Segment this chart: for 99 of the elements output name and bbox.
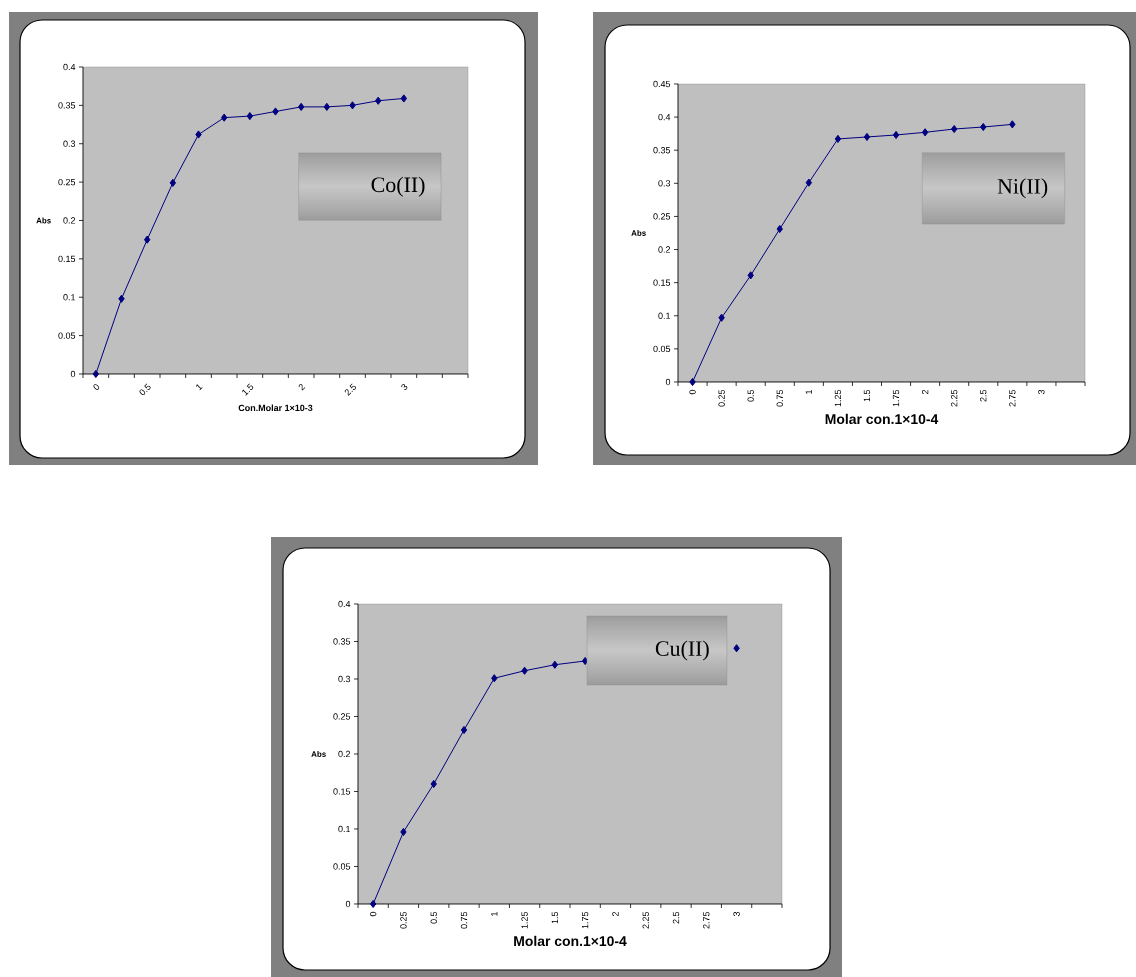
point [950,124,958,134]
point [776,224,783,234]
x-tick-label: 0 [369,911,377,917]
y-tick-label: 0.15 [653,279,671,286]
point [118,294,125,303]
y-tick-label: 0.45 [653,80,671,88]
y-tick-label: 0.15 [333,788,351,795]
point [430,779,437,789]
point [805,178,813,187]
point [195,130,202,139]
x-axis-title: Molar con.1×10-4 [514,935,627,947]
x-tick-label: 2.5 [672,911,680,924]
y-tick-label: 0.3 [658,180,671,187]
y-tick-label: 0.1 [338,825,351,833]
point [521,666,528,675]
point [374,96,382,105]
x-tick-label: 2.25 [642,911,649,929]
point [220,113,228,122]
x-tick-label: 2.75 [1009,389,1016,407]
annotation: Co(II) [371,176,425,197]
y-tick-label: 0.3 [63,140,76,147]
point [733,644,740,653]
x-tick-label: 0 [93,384,100,390]
y-tick-label: 0.25 [653,213,671,220]
point [400,94,408,103]
x-tick-label: 1 [491,911,498,916]
y-tick-label: 0.25 [58,178,76,186]
x-tick-label: 1.5 [551,911,558,924]
y-tick-label: 0.05 [653,345,671,353]
y-tick-label: 0 [345,900,351,908]
x-tick-label: 0.75 [460,911,468,929]
y-tick-label: 0.2 [658,246,671,253]
x-tick-label: 1.75 [582,911,589,929]
x-tick-label: 0.25 [400,911,407,929]
annotation: Ni(II) [997,178,1048,199]
point [491,674,498,683]
y-tick-label: 0.35 [333,638,351,645]
point [246,112,254,121]
x-tick-label: 1 [196,384,203,391]
y-tick-label: 0.3 [338,675,351,683]
x-tick-label: 1.5 [863,389,871,402]
point [921,128,929,137]
x-tick-label: 1.25 [834,389,842,407]
y-tick-label: 0.4 [658,113,671,121]
point [689,377,696,387]
x-tick-label: 1.5 [242,383,254,396]
point [834,134,842,144]
x-tick-label: 2.5 [344,383,356,396]
point [349,101,356,110]
point [460,725,468,735]
x-tick-label: 3 [401,384,408,390]
y-tick-label: 0.2 [338,750,351,758]
x-axis-title: Con.Molar 1×10-3 [238,404,313,412]
point [400,827,407,837]
x-tick-label: 0.5 [139,383,151,396]
x-tick-label: 2 [298,384,306,391]
point [747,271,754,280]
y-tick-label: 0.35 [58,102,76,109]
point [169,178,177,187]
x-tick-label: 2.75 [703,911,710,929]
x-tick-label: 3 [1038,389,1045,395]
point [863,132,871,142]
x-tick-label: 0.5 [430,911,437,924]
point [980,122,987,132]
annotation: Cu(II) [655,640,709,661]
point [323,102,331,111]
y-tick-label: 0.25 [333,713,351,720]
x-tick-label: 2 [921,389,929,395]
y-tick-label: 0.4 [338,600,351,608]
y-tick-label: 0.1 [63,294,76,301]
x-tick-label: 0.5 [747,389,754,402]
x-tick-label: 0.75 [776,389,783,407]
x-tick-label: 3 [733,911,740,917]
point [92,369,100,379]
x-tick-label: 1 [805,389,812,394]
x-tick-label: 1.25 [521,911,528,929]
x-tick-label: 0.25 [718,389,725,407]
x-tick-label: 2.5 [980,389,987,402]
y-tick-label: 0.1 [658,312,671,319]
y-tick-label: 0 [70,370,76,378]
x-axis-title: Molar con.1×10-4 [825,413,939,425]
y-tick-label: 0.35 [653,147,671,154]
x-tick-label: 0 [689,389,696,395]
x-tick-label: 2.25 [951,389,958,407]
point [718,313,725,322]
point [551,660,559,669]
y-tick-label: 0.05 [333,863,351,870]
point [143,235,151,244]
point [272,107,279,116]
y-tick-label: 0.15 [58,255,76,263]
point [1009,120,1016,129]
point [297,102,305,111]
point [892,130,900,140]
y-tick-label: 0.4 [63,63,76,71]
x-tick-label: 2 [612,911,619,917]
point [369,899,377,909]
x-tick-label: 1.75 [892,389,900,407]
y-tick-label: 0.2 [63,217,76,224]
y-tick-label: 0.05 [58,332,76,339]
